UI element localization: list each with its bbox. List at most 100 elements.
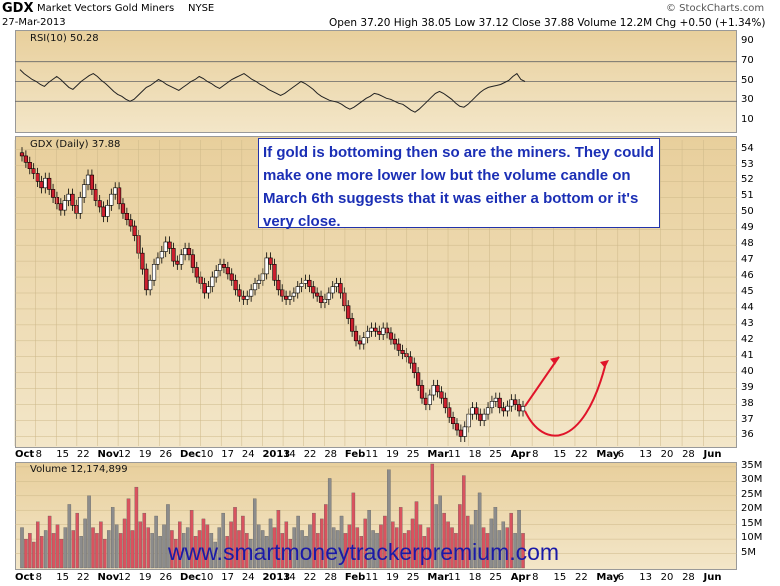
candle-body xyxy=(330,286,335,294)
vol-x-tick: 22 xyxy=(76,572,90,583)
x-tick: Oct xyxy=(15,449,35,460)
volume-bar xyxy=(331,527,336,569)
candle-body xyxy=(245,295,250,300)
vol-x-tick: May xyxy=(596,572,620,583)
candle-body xyxy=(210,276,215,287)
x-tick: 15 xyxy=(56,449,69,460)
candle-body xyxy=(54,197,60,205)
candle-body xyxy=(70,193,75,206)
rsi-line xyxy=(19,69,526,113)
x-tick: Mar xyxy=(427,449,450,460)
price-tick: 44 xyxy=(741,301,754,313)
security-name: Market Vectors Gold Miners xyxy=(37,3,175,14)
candle-body xyxy=(373,327,378,332)
volume-bar xyxy=(292,527,296,569)
candle-body xyxy=(175,260,180,265)
volume-bar xyxy=(406,530,411,569)
volume-bar xyxy=(110,507,115,569)
x-tick: 28 xyxy=(682,449,695,460)
candle-body xyxy=(493,397,498,402)
vol-x-tick: 10 xyxy=(200,572,214,583)
volume-tick: 5M xyxy=(741,546,756,558)
candle-body xyxy=(109,193,114,206)
volume-bar xyxy=(67,504,72,569)
candle-body xyxy=(489,401,495,409)
volume-bar xyxy=(99,521,103,569)
volume-bar xyxy=(485,533,490,569)
volume-bar xyxy=(308,524,312,569)
volume-bar xyxy=(32,541,36,569)
candle-body xyxy=(350,318,355,332)
candle-body xyxy=(105,205,110,217)
x-tick: 10 xyxy=(200,449,214,460)
rsi-tick: 10 xyxy=(741,114,754,126)
candle-body xyxy=(334,283,339,287)
x-tick: 14 xyxy=(283,449,296,460)
volume-bar xyxy=(193,536,198,569)
candle-body xyxy=(299,283,304,287)
candle-body xyxy=(132,225,137,236)
volume-bar xyxy=(158,536,162,569)
candle-body xyxy=(276,279,281,291)
vol-x-tick: Dec xyxy=(179,572,201,583)
candle-body xyxy=(287,295,293,300)
volume-bar xyxy=(513,533,517,569)
candle-body xyxy=(101,206,106,217)
volume-bar xyxy=(130,530,135,569)
candle-body xyxy=(295,286,300,294)
candle-body xyxy=(303,279,308,284)
x-tick: Apr xyxy=(510,449,531,460)
vol-x-tick: Jun xyxy=(703,572,722,583)
vol-x-tick: 28 xyxy=(682,572,695,583)
volume-bar xyxy=(114,524,119,569)
candle-body xyxy=(58,203,63,211)
arrow-up-head xyxy=(550,356,559,365)
volume-bar xyxy=(454,533,458,569)
volume-bar xyxy=(521,533,525,569)
candle-body xyxy=(241,295,246,300)
vol-x-tick: 19 xyxy=(386,572,399,583)
volume-bar xyxy=(71,530,76,569)
volume-bar xyxy=(387,469,391,569)
candle-body xyxy=(365,330,370,338)
candle-body xyxy=(19,152,25,157)
volume-bar xyxy=(79,536,83,569)
x-tick: 22 xyxy=(303,449,317,460)
volume-bar xyxy=(268,518,273,569)
volume-bar xyxy=(201,518,206,569)
volume-bar xyxy=(170,530,174,569)
volume-bar xyxy=(339,515,344,569)
candle-body xyxy=(233,279,238,291)
x-tick: 17 xyxy=(221,449,234,460)
volume-bar xyxy=(47,515,52,569)
volume-bar xyxy=(477,492,482,569)
candle-body xyxy=(140,252,145,270)
volume-bar xyxy=(142,512,147,569)
volume-tick: 15M xyxy=(741,517,763,529)
candle-body xyxy=(513,399,518,405)
volume-bar xyxy=(327,478,332,569)
vol-x-tick: 25 xyxy=(489,572,502,583)
volume-bar xyxy=(178,521,182,569)
price-tick: 42 xyxy=(741,333,754,345)
volume-bar xyxy=(264,536,269,569)
volume-bar xyxy=(245,533,249,569)
x-tick: 8 xyxy=(35,449,42,460)
volume-bar xyxy=(83,518,87,569)
volume-bar xyxy=(122,518,127,569)
volume-bar xyxy=(162,524,166,569)
volume-tick: 35M xyxy=(741,459,763,471)
volume-bar xyxy=(213,541,218,569)
volume-bar xyxy=(351,492,356,569)
price-tick: 43 xyxy=(741,317,754,329)
volume-bar xyxy=(473,510,478,569)
candle-body xyxy=(392,338,397,345)
vol-x-tick: 22 xyxy=(574,572,588,583)
candle-body xyxy=(419,385,425,399)
volume-bar xyxy=(517,510,521,569)
volume-bar xyxy=(233,507,237,569)
candle-body xyxy=(280,289,285,297)
price-tick: 41 xyxy=(741,349,754,361)
x-tick: 13 xyxy=(639,449,652,460)
vol-x-tick: 8 xyxy=(532,572,539,583)
